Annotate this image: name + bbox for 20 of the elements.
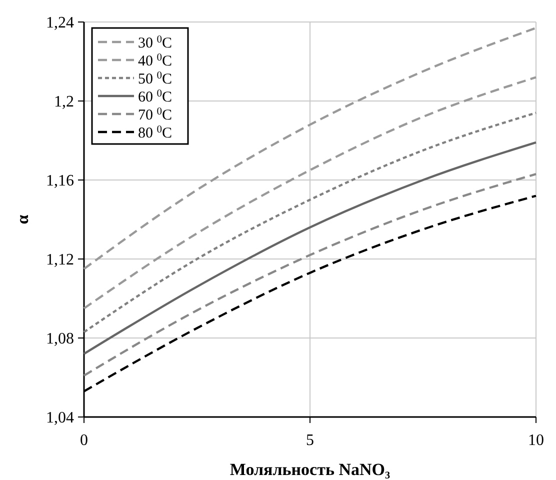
legend-label: 60 $^{0}$C <box>138 88 172 106</box>
x-tick-label: 5 <box>306 432 314 449</box>
y-axis-title: α <box>13 214 32 224</box>
x-tick-label: 10 <box>528 432 544 449</box>
y-tick-label: 1,08 <box>46 330 74 348</box>
legend-label: 30 $^{0}$C <box>138 34 172 52</box>
y-tick-label: 1,2 <box>54 94 74 111</box>
legend-label: 80 $^{0}$C <box>138 124 172 142</box>
y-tick-label: 1,16 <box>46 172 74 190</box>
legend-label: 40 $^{0}$C <box>138 52 172 70</box>
legend-label: 50 $^{0}$C <box>138 70 172 88</box>
y-tick-label: 1,04 <box>46 410 74 427</box>
x-axis-title: Моляльность NaNO₃ <box>230 460 390 479</box>
y-tick-label: 1,24 <box>46 14 74 32</box>
line-series <box>82 141 538 355</box>
y-tick-label: 1,12 <box>46 252 74 269</box>
line-series <box>82 172 538 377</box>
x-tick-label: 0 <box>80 432 88 449</box>
line-series <box>82 26 538 270</box>
legend-label: 70 $^{0}$C <box>138 106 172 124</box>
